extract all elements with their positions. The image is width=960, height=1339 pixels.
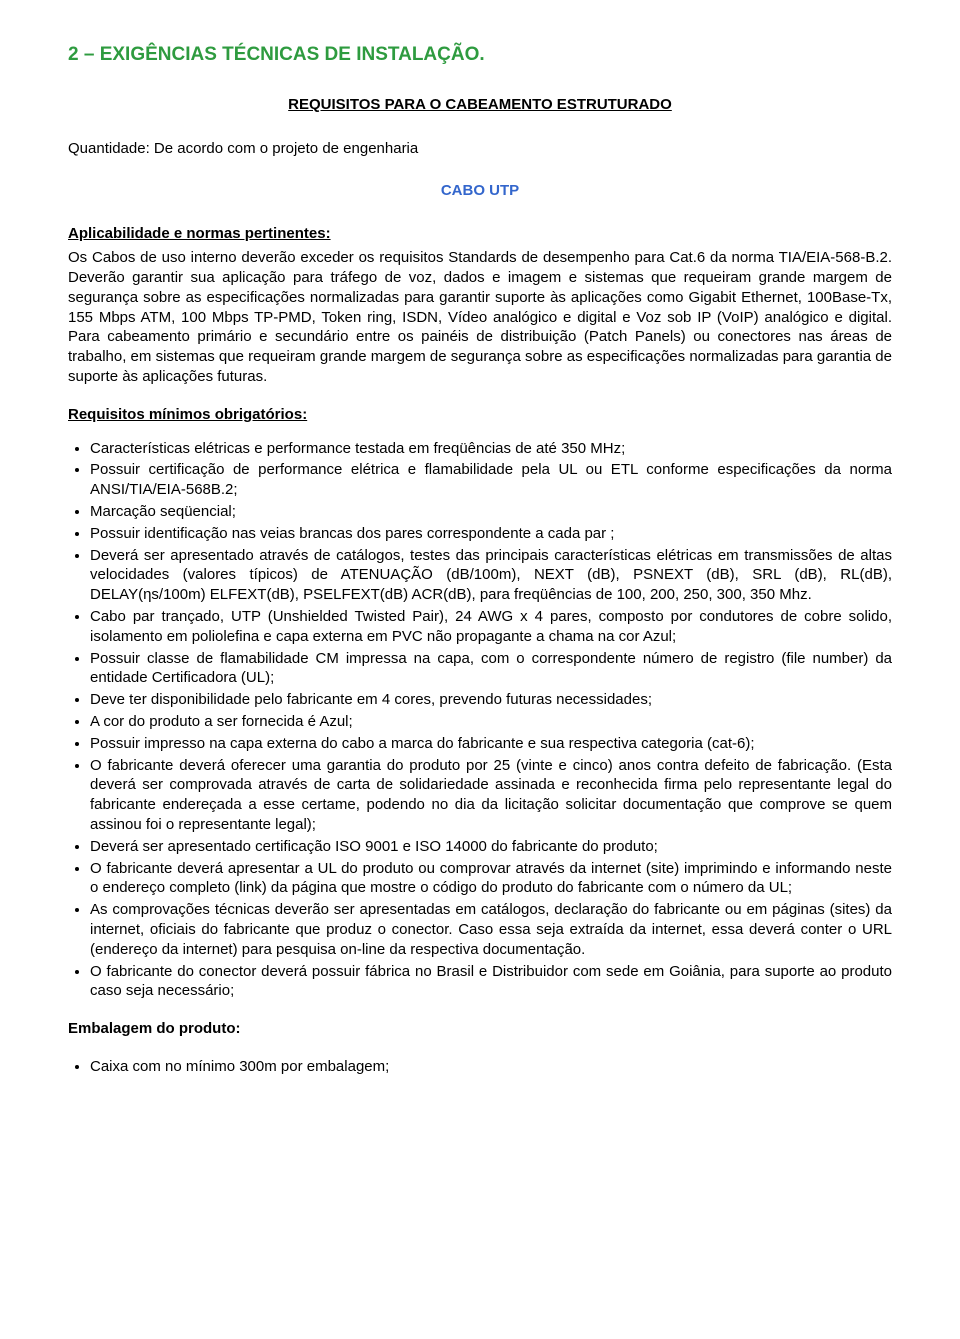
document-page: 2 – EXIGÊNCIAS TÉCNICAS DE INSTALAÇÃO. R… xyxy=(0,0,960,1135)
requirements-heading: Requisitos mínimos obrigatórios: xyxy=(68,405,892,425)
requirements-list: Características elétricas e performance … xyxy=(68,439,892,1002)
list-item: Possuir certificação de performance elét… xyxy=(90,460,892,500)
cabo-utp-heading: CABO UTP xyxy=(68,181,892,201)
list-item: Deverá ser apresentado certificação ISO … xyxy=(90,837,892,857)
list-item: Marcação seqüencial; xyxy=(90,502,892,522)
list-item: Cabo par trançado, UTP (Unshielded Twist… xyxy=(90,607,892,647)
list-item: O fabricante deverá apresentar a UL do p… xyxy=(90,859,892,899)
page-title: 2 – EXIGÊNCIAS TÉCNICAS DE INSTALAÇÃO. xyxy=(68,42,892,67)
list-item: Possuir identificação nas veias brancas … xyxy=(90,524,892,544)
applicability-heading: Aplicabilidade e normas pertinentes: xyxy=(68,224,892,244)
packaging-heading: Embalagem do produto: xyxy=(68,1019,892,1039)
list-item: Possuir classe de flamabilidade CM impre… xyxy=(90,649,892,689)
list-item: Deve ter disponibilidade pelo fabricante… xyxy=(90,690,892,710)
list-item: Características elétricas e performance … xyxy=(90,439,892,459)
list-item: O fabricante deverá oferecer uma garanti… xyxy=(90,756,892,835)
list-item: Deverá ser apresentado através de catálo… xyxy=(90,546,892,605)
requisitos-heading: REQUISITOS PARA O CABEAMENTO ESTRUTURADO xyxy=(68,95,892,115)
list-item: O fabricante do conector deverá possuir … xyxy=(90,962,892,1002)
list-item: A cor do produto a ser fornecida é Azul; xyxy=(90,712,892,732)
packaging-list: Caixa com no mínimo 300m por embalagem; xyxy=(68,1057,892,1077)
quantity-line: Quantidade: De acordo com o projeto de e… xyxy=(68,139,892,159)
list-item: Caixa com no mínimo 300m por embalagem; xyxy=(90,1057,892,1077)
list-item: Possuir impresso na capa externa do cabo… xyxy=(90,734,892,754)
applicability-body: Os Cabos de uso interno deverão exceder … xyxy=(68,248,892,387)
list-item: As comprovações técnicas deverão ser apr… xyxy=(90,900,892,959)
